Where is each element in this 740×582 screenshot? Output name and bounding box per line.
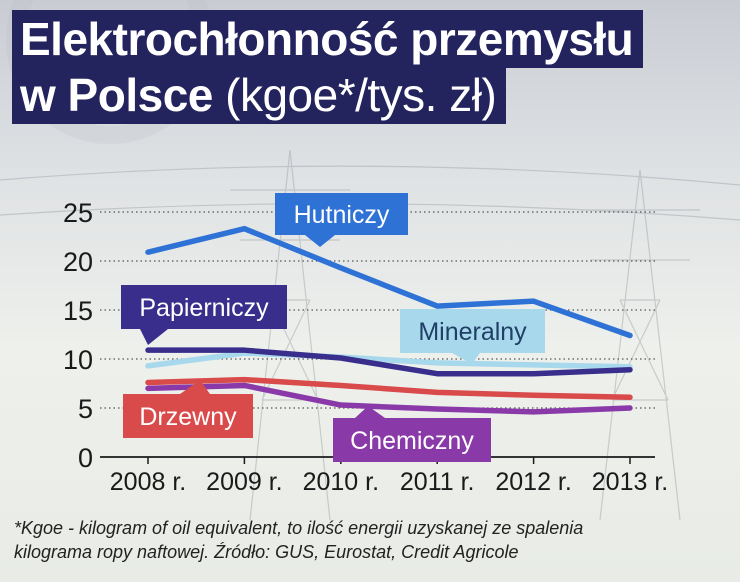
callout-pointer [355, 406, 385, 418]
series-label-text: Mineralny [418, 318, 527, 346]
callout-pointer [140, 329, 168, 345]
callout-box [123, 394, 253, 438]
y-tick-label: 15 [63, 296, 93, 326]
title-region: w Polsce [20, 69, 213, 121]
x-tick-label: 2009 r. [206, 468, 282, 496]
callout-box [333, 418, 491, 462]
title-unit: (kgoe*/tys. zł) [225, 69, 497, 121]
callout-pointer [452, 353, 480, 364]
x-tick-label: 2010 r. [303, 468, 379, 496]
y-tick-label: 0 [78, 443, 93, 473]
footnote-line-2: kilograma ropy naftowej. Źródło: GUS, Eu… [14, 542, 519, 562]
title-line-1: Elektrochłonność przemysłu [12, 10, 644, 68]
x-tick-label: 2012 r. [495, 468, 571, 496]
series-label-mineralny: Mineralny [400, 309, 545, 364]
series-label-drzewny: Drzewny [123, 380, 253, 438]
series-line-drzewny [145, 376, 633, 400]
series-label-text: Papierniczy [139, 294, 269, 322]
callout-pointer [180, 380, 210, 394]
series-line-hutniczy [145, 225, 633, 339]
series-label-chemiczny: Chemiczny [333, 406, 491, 462]
series-line-papierniczy [145, 347, 633, 377]
x-tick-label: 2013 r. [592, 468, 668, 496]
series-labels: Hutniczy Papierniczy Mineralny Drzewny Chemi… [121, 193, 545, 462]
footnote: *Kgoe - kilogram of oil equivalent, to i… [14, 516, 734, 564]
y-tick-label: 25 [63, 198, 93, 228]
series-lines [145, 225, 633, 415]
title-line-2: w Polsce (kgoe*/tys. zł) [12, 66, 507, 124]
series-line-mineralny [145, 350, 633, 370]
y-tick-label: 5 [78, 394, 93, 424]
y-tick-label: 20 [63, 247, 93, 277]
footnote-line-1: *Kgoe - kilogram of oil equivalent, to i… [14, 518, 584, 538]
y-tick-label: 10 [63, 345, 93, 375]
x-tick-label: 2011 r. [400, 468, 475, 496]
series-label-text: Chemiczny [350, 427, 474, 455]
y-axis: 0 5 10 15 20 25 [63, 198, 93, 473]
series-label-text: Drzewny [139, 403, 237, 431]
callout-pointer [305, 235, 335, 247]
series-label-hutniczy: Hutniczy [275, 193, 408, 247]
callout-box [121, 285, 287, 329]
callout-box [275, 193, 408, 235]
callout-box [400, 309, 545, 353]
x-tick-label: 2008 r. [110, 468, 186, 496]
series-label-papierniczy: Papierniczy [121, 285, 287, 345]
x-axis: 2008 r. 2009 r. 2010 r. 2011 r. 2012 r. 2013 … [100, 456, 668, 496]
series-line-chemiczny [145, 382, 633, 415]
chart-title: Elektrochłonność przemysłu w Polsce (kgo… [12, 10, 644, 124]
series-label-text: Hutniczy [294, 201, 390, 229]
